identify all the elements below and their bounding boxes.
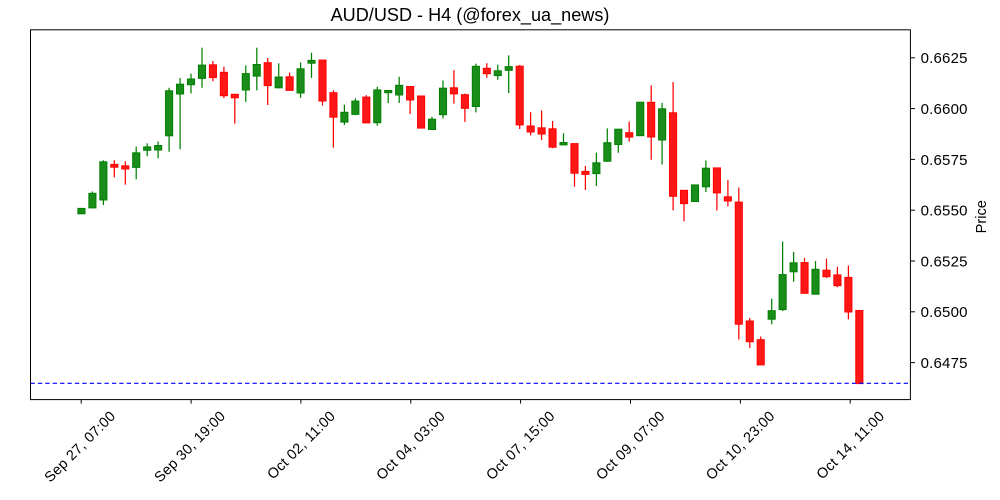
svg-text:AUD/USD - H4 (@forex_ua_news): AUD/USD - H4 (@forex_ua_news) <box>331 5 610 26</box>
svg-text:0.6475: 0.6475 <box>921 355 968 372</box>
svg-text:0.6600: 0.6600 <box>921 101 968 118</box>
svg-text:Price: Price <box>974 200 990 233</box>
svg-text:0.6525: 0.6525 <box>921 253 968 270</box>
svg-text:0.6500: 0.6500 <box>921 304 968 321</box>
svg-text:0.6575: 0.6575 <box>921 152 968 169</box>
svg-text:0.6550: 0.6550 <box>921 203 968 220</box>
svg-text:0.6625: 0.6625 <box>921 50 968 67</box>
